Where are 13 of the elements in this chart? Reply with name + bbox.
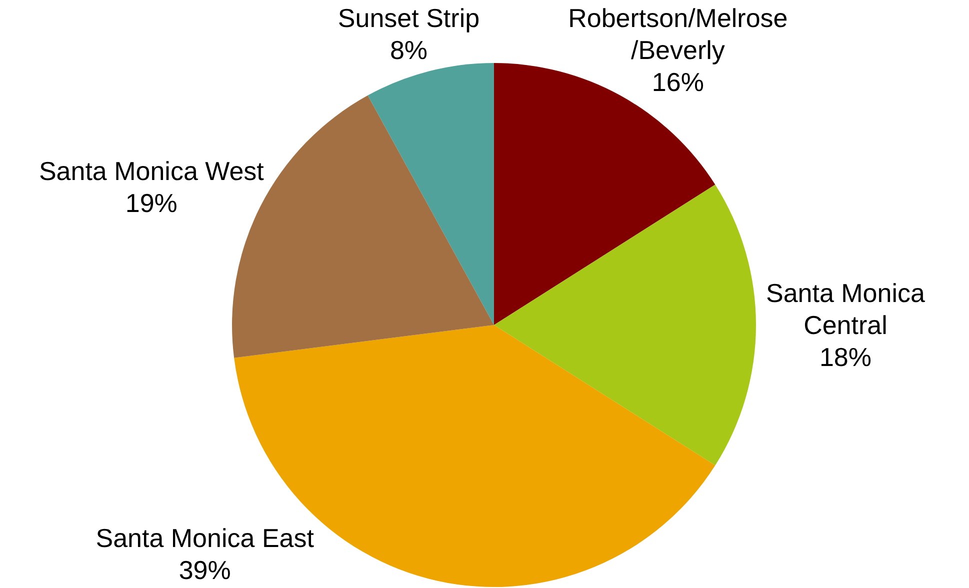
- slice-label: Sunset Strip: [338, 3, 480, 33]
- data-label: 19%: [125, 188, 178, 218]
- data-label: 39%: [178, 555, 231, 585]
- pie-slice: [368, 63, 494, 325]
- pie-slice: [494, 184, 756, 466]
- slice-label: Robertson/Melrose/Beverly: [568, 3, 788, 65]
- data-label: 16%: [652, 67, 704, 97]
- pie-slice: [494, 63, 716, 325]
- slice-label: Santa Monica East: [96, 523, 315, 553]
- slice-label: Santa Monica West: [38, 156, 265, 186]
- data-label: 8%: [390, 35, 428, 65]
- slice-label: Santa Monica Central: [766, 278, 926, 340]
- data-label: 18%: [819, 342, 872, 372]
